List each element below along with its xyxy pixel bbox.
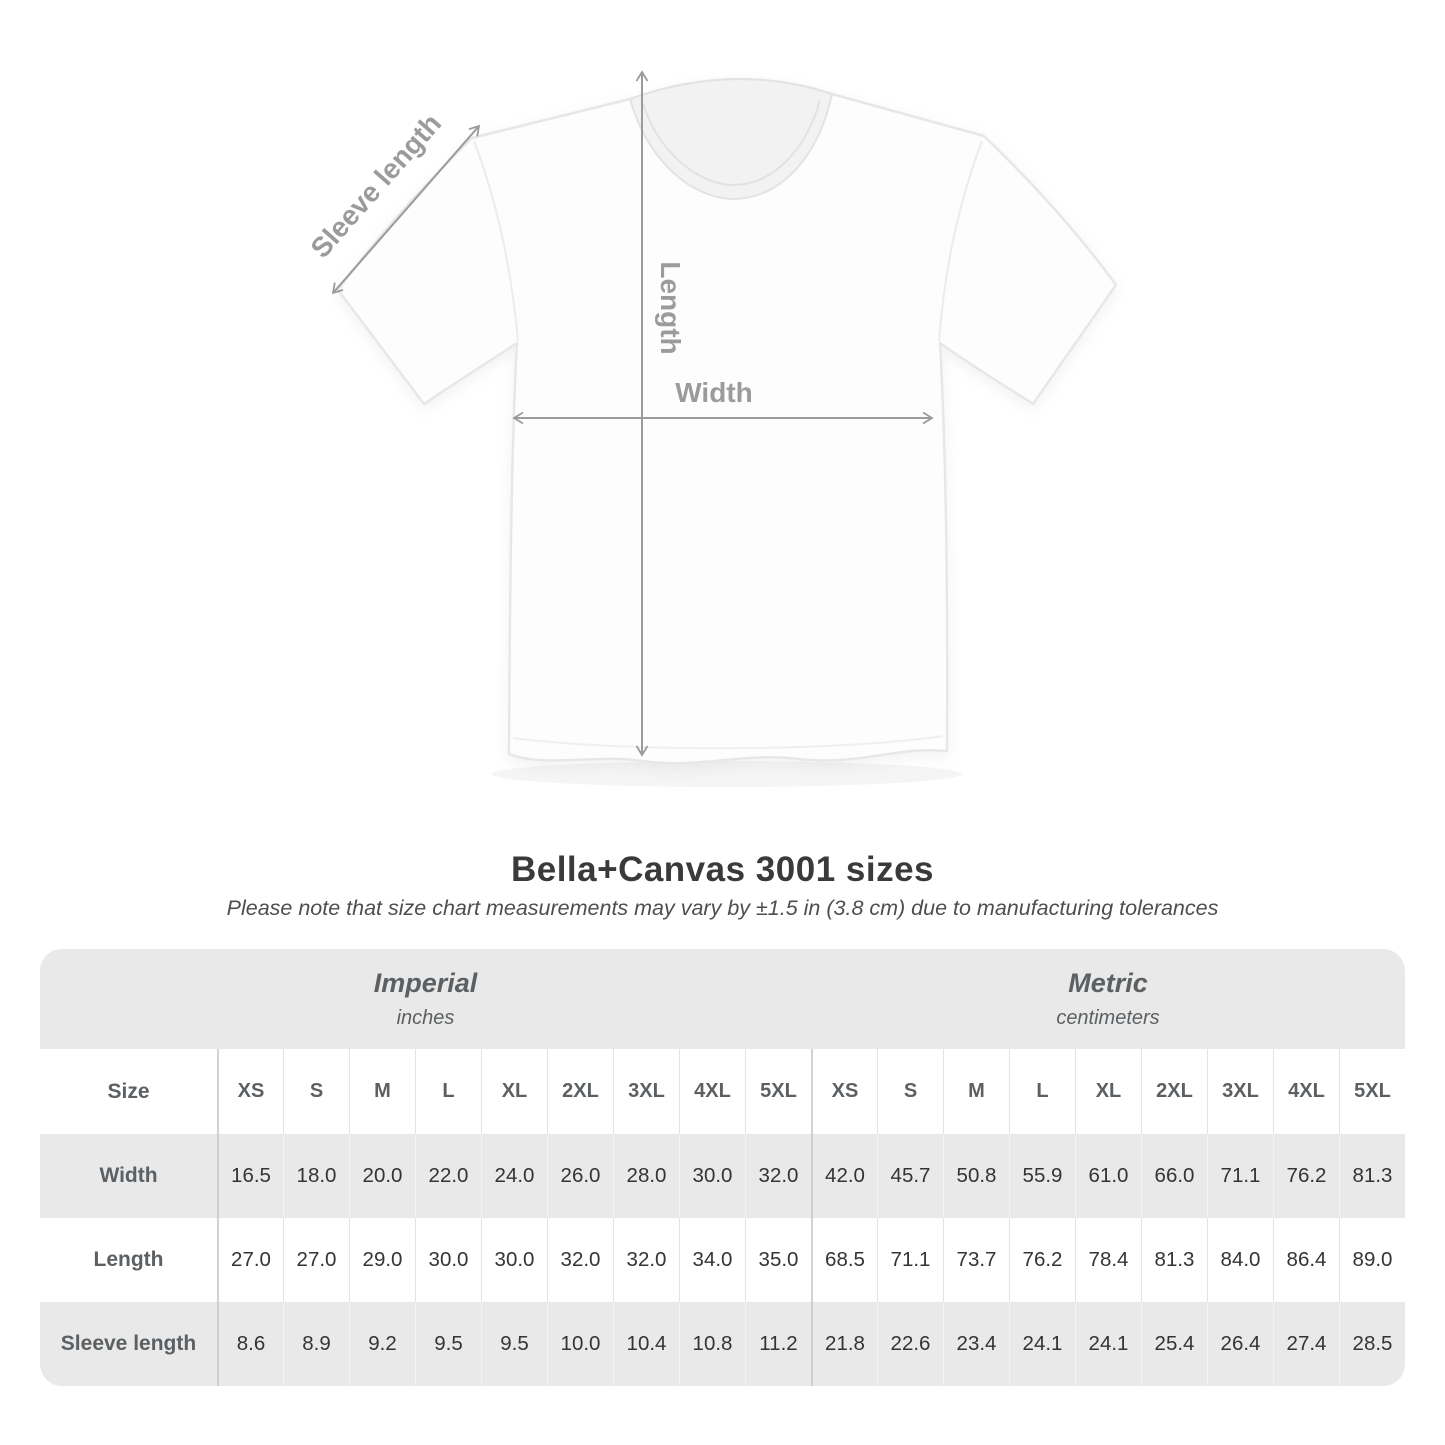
table-cell: 55.9 xyxy=(1009,1134,1075,1218)
size-col-header-imperial: S xyxy=(283,1049,349,1134)
table-cell: 61.0 xyxy=(1075,1134,1141,1218)
table-cell: 28.5 xyxy=(1339,1302,1405,1386)
tolerance-note: Please note that size chart measurements… xyxy=(226,896,1219,920)
size-col-header-metric: 4XL xyxy=(1273,1049,1339,1134)
tshirt-diagram: Sleeve length Length Width xyxy=(305,70,1118,787)
hem-shadow xyxy=(492,761,962,787)
left-sleeve-seam xyxy=(473,140,519,342)
table-cell: 76.2 xyxy=(1009,1218,1075,1302)
size-col-header-metric: M xyxy=(943,1049,1009,1134)
hem-stitch xyxy=(512,735,944,750)
table-cell: 8.9 xyxy=(283,1302,349,1386)
table-cell: 10.0 xyxy=(547,1302,613,1386)
table-cell: 35.0 xyxy=(745,1218,811,1302)
size-col-header-metric: 3XL xyxy=(1207,1049,1273,1134)
table-cell: 30.0 xyxy=(415,1218,481,1302)
size-col-header-imperial: 2XL xyxy=(547,1049,613,1134)
size-col-header-imperial: 3XL xyxy=(613,1049,679,1134)
table-cell: 24.1 xyxy=(1009,1302,1075,1386)
table-cell: 24.1 xyxy=(1075,1302,1141,1386)
metric-unit: centimeters xyxy=(1056,1007,1160,1029)
right-sleeve-seam xyxy=(938,140,983,342)
table-cell: 81.3 xyxy=(1339,1134,1405,1218)
table-cell: 28.0 xyxy=(613,1134,679,1218)
table-cell: 24.0 xyxy=(481,1134,547,1218)
size-col-header-metric: L xyxy=(1009,1049,1075,1134)
table-cell: 66.0 xyxy=(1141,1134,1207,1218)
table-cell: 20.0 xyxy=(349,1134,415,1218)
table-cell: 23.4 xyxy=(943,1302,1009,1386)
imperial-unit: inches xyxy=(396,1007,455,1029)
table-cell: 81.3 xyxy=(1141,1218,1207,1302)
size-col-header-imperial: L xyxy=(415,1049,481,1134)
table-cell: 68.5 xyxy=(811,1218,877,1302)
size-table: Imperial inches Metric centimeters Size X… xyxy=(40,949,1405,1386)
size-col-header-metric: 2XL xyxy=(1141,1049,1207,1134)
table-cell: 78.4 xyxy=(1075,1218,1141,1302)
table-cell: 22.6 xyxy=(877,1302,943,1386)
tshirt-diagram-svg: Sleeve length Length Width xyxy=(305,70,1118,787)
size-col-header-metric: S xyxy=(877,1049,943,1134)
table-cell: 89.0 xyxy=(1339,1218,1405,1302)
table-cell: 9.2 xyxy=(349,1302,415,1386)
table-cell: 73.7 xyxy=(943,1218,1009,1302)
size-col-header-imperial: M xyxy=(349,1049,415,1134)
table-cell: 10.8 xyxy=(679,1302,745,1386)
table-cell: 30.0 xyxy=(679,1134,745,1218)
page-title: Bella+Canvas 3001 sizes xyxy=(510,850,935,889)
size-col-header-metric: 5XL xyxy=(1339,1049,1405,1134)
table-cell: 9.5 xyxy=(481,1302,547,1386)
table-cell: 84.0 xyxy=(1207,1218,1273,1302)
table-cell: 27.4 xyxy=(1273,1302,1339,1386)
sleeve-length-arrow xyxy=(331,124,481,295)
size-col-header-metric: XL xyxy=(1075,1049,1141,1134)
table-cell: 32.0 xyxy=(613,1218,679,1302)
table-cell: 27.0 xyxy=(217,1218,283,1302)
table-cell: 34.0 xyxy=(679,1218,745,1302)
table-cell: 32.0 xyxy=(745,1134,811,1218)
imperial-title: Imperial xyxy=(373,968,478,998)
table-cell: 26.4 xyxy=(1207,1302,1273,1386)
table-cell: 21.8 xyxy=(811,1302,877,1386)
metric-section-header: Metric centimeters xyxy=(811,949,1405,1049)
imperial-section-header: Imperial inches xyxy=(40,949,811,1049)
table-cell: 27.0 xyxy=(283,1218,349,1302)
table-cell: 30.0 xyxy=(481,1218,547,1302)
table-cell: 50.8 xyxy=(943,1134,1009,1218)
table-cell: 29.0 xyxy=(349,1218,415,1302)
table-cell: 32.0 xyxy=(547,1218,613,1302)
table-cell: 71.1 xyxy=(1207,1134,1273,1218)
length-label: Length xyxy=(655,261,686,354)
collar-band-seam xyxy=(642,99,821,187)
table-cell: 45.7 xyxy=(877,1134,943,1218)
table-cell: 8.6 xyxy=(217,1302,283,1386)
table-cell: 9.5 xyxy=(415,1302,481,1386)
size-col-header-imperial: XL xyxy=(481,1049,547,1134)
table-cell: 26.0 xyxy=(547,1134,613,1218)
table-cell: 71.1 xyxy=(877,1218,943,1302)
table-cell: 86.4 xyxy=(1273,1218,1339,1302)
row-label: Sleeve length xyxy=(40,1302,217,1386)
row-label: Width xyxy=(40,1134,217,1218)
table-cell: 76.2 xyxy=(1273,1134,1339,1218)
table-cell: 22.0 xyxy=(415,1134,481,1218)
table-cell: 42.0 xyxy=(811,1134,877,1218)
table-cell: 10.4 xyxy=(613,1302,679,1386)
table-cell: 16.5 xyxy=(217,1134,283,1218)
metric-title: Metric xyxy=(1068,968,1148,998)
collar-opening xyxy=(628,78,834,201)
row-label: Length xyxy=(40,1218,217,1302)
table-cell: 11.2 xyxy=(745,1302,811,1386)
table-cell: 25.4 xyxy=(1141,1302,1207,1386)
table-cell: 18.0 xyxy=(283,1134,349,1218)
size-col-header-imperial: 5XL xyxy=(745,1049,811,1134)
size-col-header-imperial: XS xyxy=(217,1049,283,1134)
width-label: Width xyxy=(675,377,753,408)
size-column-header: Size xyxy=(40,1049,217,1134)
size-col-header-imperial: 4XL xyxy=(679,1049,745,1134)
size-col-header-metric: XS xyxy=(811,1049,877,1134)
